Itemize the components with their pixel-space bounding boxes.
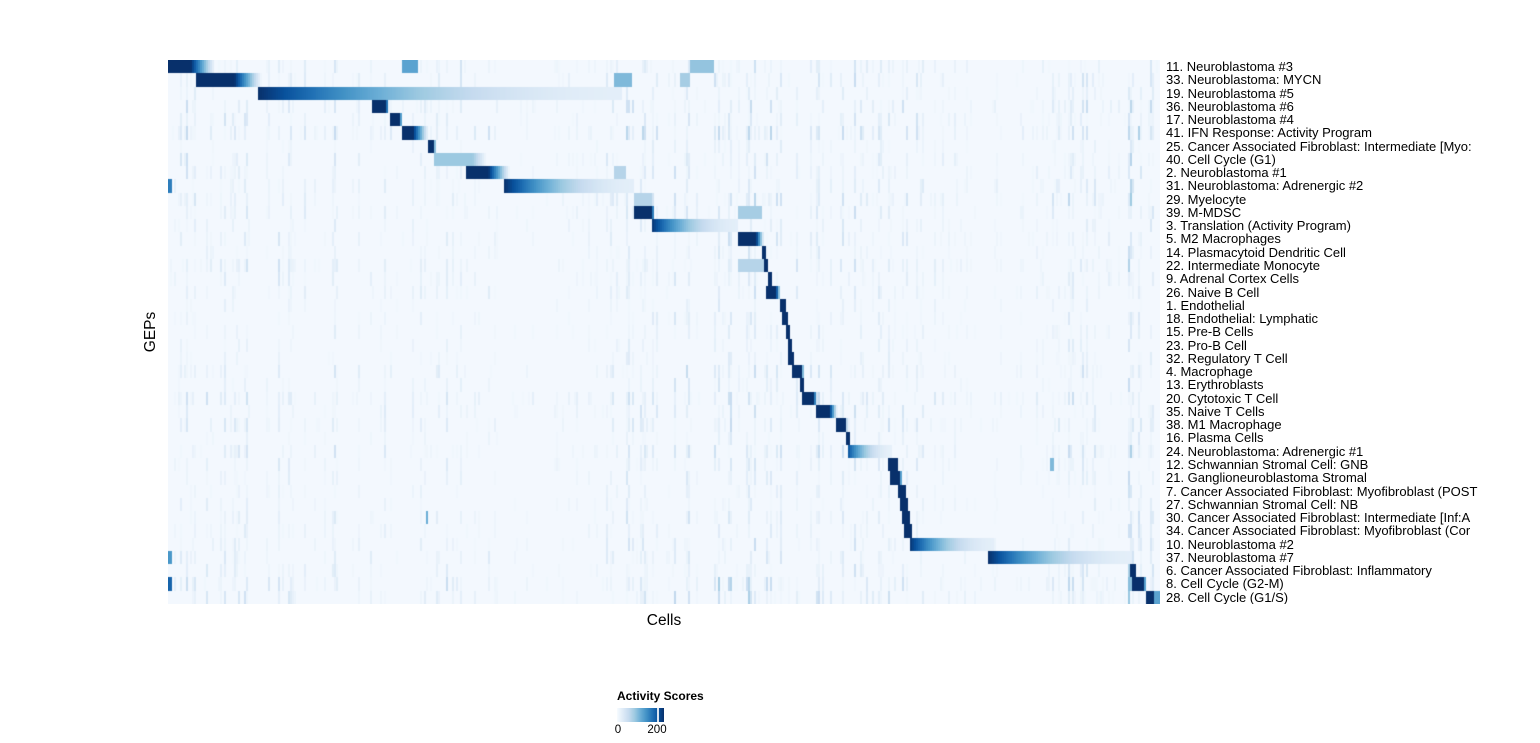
row-label: 13. Erythroblasts [1166,377,1264,393]
row-label: 27. Schwannian Stromal Cell: NB [1166,496,1359,512]
row-label: 25. Cancer Associated Fibroblast: Interm… [1166,138,1472,154]
row-label: 30. Cancer Associated Fibroblast: Interm… [1166,510,1471,526]
row-label: 14. Plasmacytoid Dendritic Cell [1166,244,1346,260]
row-label: 40. Cell Cycle (G1) [1166,151,1276,167]
y-axis-label: GEPs [142,311,159,353]
row-label: 19. Neuroblastoma #5 [1166,85,1294,101]
row-label: 35. Naive T Cells [1166,403,1265,419]
row-label: 41. IFN Response: Activity Program [1166,125,1372,141]
row-label: 22. Intermediate Monocyte [1166,257,1320,273]
row-label: 21. Ganglioneuroblastoma Stromal [1166,470,1367,486]
row-label: 38. M1 Macrophage [1166,417,1282,433]
row-label: 15. Pre-B Cells [1166,324,1254,340]
row-label: 23. Pro-B Cell [1166,337,1247,353]
row-label: 9. Adrenal Cortex Cells [1166,271,1299,287]
row-label: 10. Neuroblastoma #2 [1166,536,1294,552]
legend-title: Activity Scores [617,689,704,703]
row-label: 34. Cancer Associated Fibroblast: Myofib… [1166,523,1471,539]
row-label: 39. M-MDSC [1166,204,1242,220]
row-label: 32. Regulatory T Cell [1166,350,1288,366]
row-label: 17. Neuroblastoma #4 [1166,112,1294,128]
row-label: 4. Macrophage [1166,364,1253,380]
row-label: 8. Cell Cycle (G2-M) [1166,576,1284,592]
gep-row-labels: 11. Neuroblastoma #3 33. Neuroblastoma: M… [1166,60,1540,604]
row-label: 37. Neuroblastoma #7 [1166,549,1294,565]
row-label: 18. Endothelial: Lymphatic [1166,311,1319,327]
legend: Activity Scores 0 200 [614,688,737,740]
row-label: 24. Neuroblastoma: Adrenergic #1 [1166,443,1364,459]
row-label: 26. Naive B Cell [1166,284,1260,300]
row-label: 7. Cancer Associated Fibroblast: Myofibr… [1166,483,1478,499]
row-label: 2. Neuroblastoma #1 [1166,165,1287,181]
row-label: 12. Schwannian Stromal Cell: GNB [1166,456,1369,472]
legend-tick-labels: 0 200 [614,724,677,738]
row-label: 11. Neuroblastoma #3 [1166,60,1293,74]
row-label: 20. Cytotoxic T Cell [1166,390,1279,406]
row-label: 29. Myelocyte [1166,191,1247,207]
row-label: 16. Plasma Cells [1166,430,1264,446]
heatmap-canvas [168,60,1160,604]
legend-tick-mark [657,708,659,722]
row-label: 1. Endothelial [1166,297,1245,313]
row-label: 31. Neuroblastoma: Adrenergic #2 [1166,178,1364,194]
legend-tick-0: 0 [614,724,622,736]
row-label: 28. Cell Cycle (G1/S) [1166,589,1289,604]
legend-tick-200: 200 [647,724,667,736]
row-label: 36. Neuroblastoma #6 [1166,98,1294,114]
row-label: 33. Neuroblastoma: MYCN [1166,72,1322,88]
row-label: 3. Translation (Activity Program) [1166,218,1351,234]
legend-colorbar [617,708,664,722]
x-axis-label: Cells [646,612,682,629]
row-label: 5. M2 Macrophages [1166,231,1281,247]
row-label: 6. Cancer Associated Fibroblast: Inflamm… [1166,563,1432,579]
